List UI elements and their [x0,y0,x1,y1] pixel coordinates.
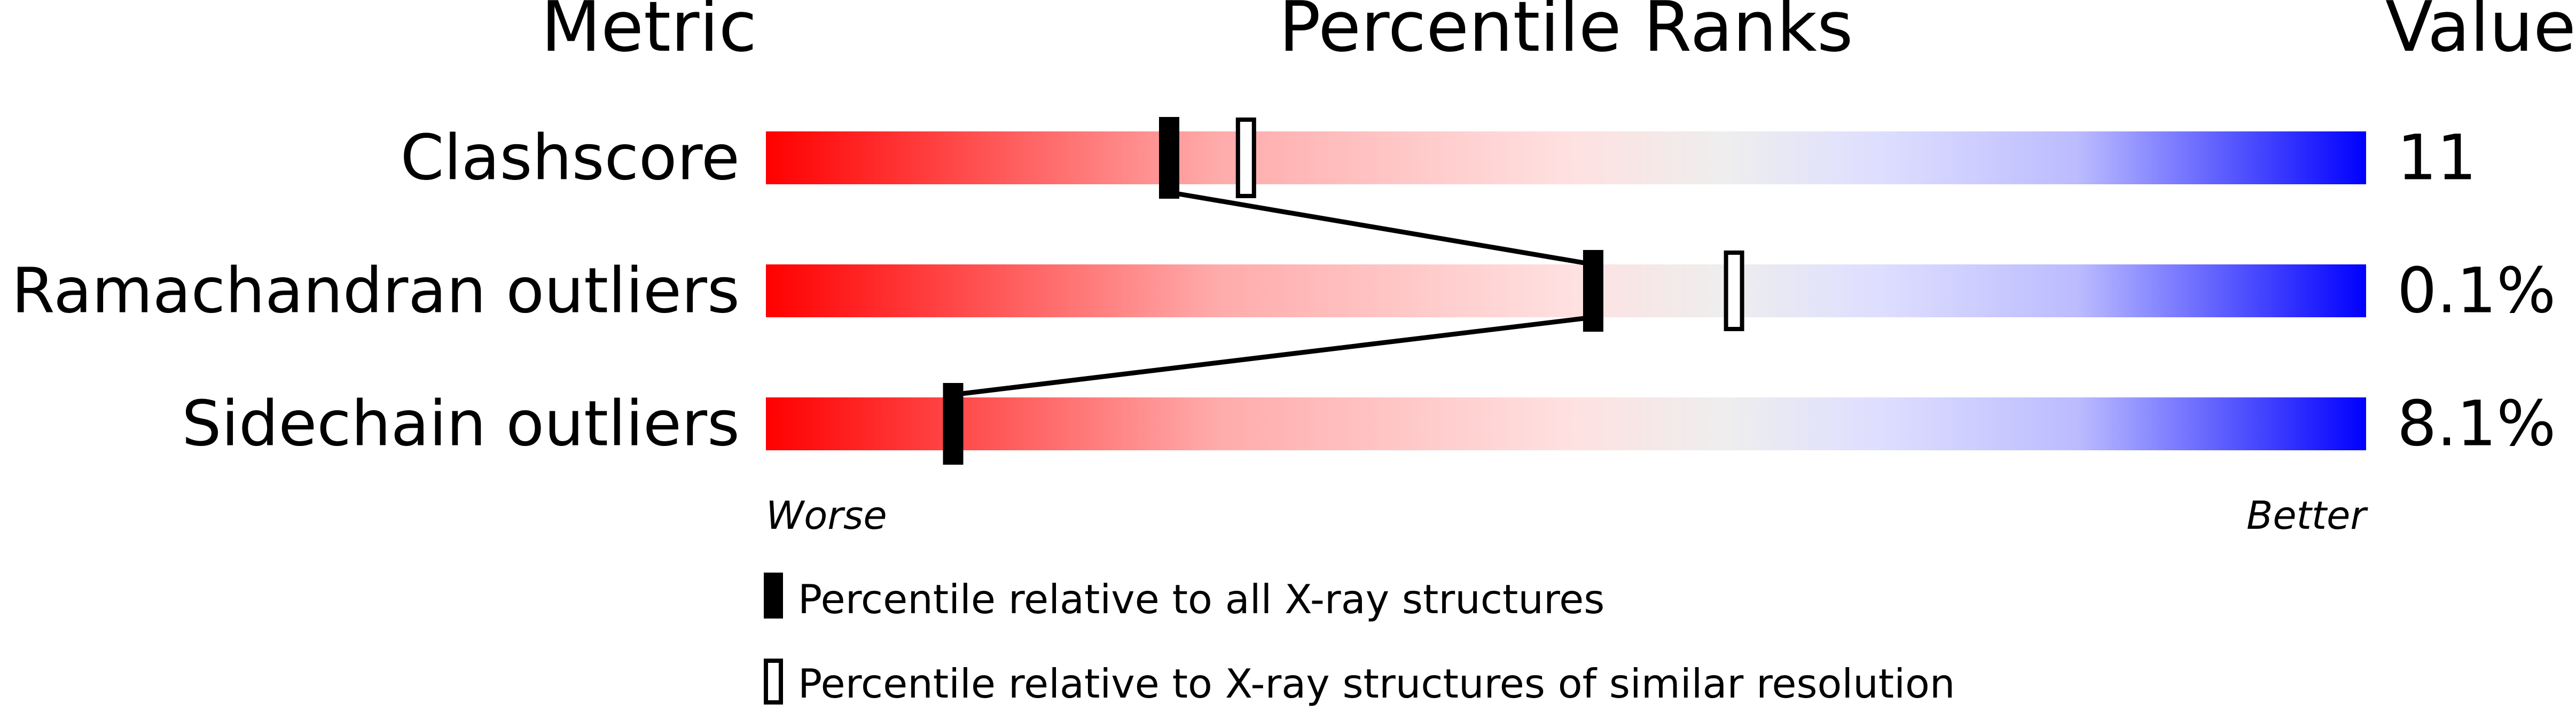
metric-value: 11 [2397,121,2477,194]
header-value: Value [2385,0,2576,67]
marker-all-structures [943,383,964,465]
marker-similar-resolution [1235,118,1256,198]
metric-value: 0.1% [2397,254,2556,327]
metric-label: Ramachandran outliers [12,254,740,327]
header-metric: Metric [541,0,757,67]
metric-label: Clashscore [401,121,740,194]
legend-all-label: Percentile relative to all X-ray structu… [798,576,1604,623]
metric-label: Sidechain outliers [182,387,740,460]
axis-label-better: Better [2246,493,2368,538]
legend-similar-swatch [764,659,783,705]
marker-all-structures [1158,117,1179,199]
percentile-bar [766,131,2366,184]
marker-all-structures [1583,250,1603,332]
marker-similar-resolution [1724,251,1744,331]
legend-all-swatch [764,573,783,619]
legend-similar-label: Percentile relative to X-ray structures … [798,660,1955,707]
metric-value: 8.1% [2397,387,2556,460]
header-percentile-ranks: Percentile Ranks [1279,0,1853,67]
percentile-bar [766,264,2366,317]
axis-label-worse: Worse [766,493,887,538]
percentile-bar [766,397,2366,450]
